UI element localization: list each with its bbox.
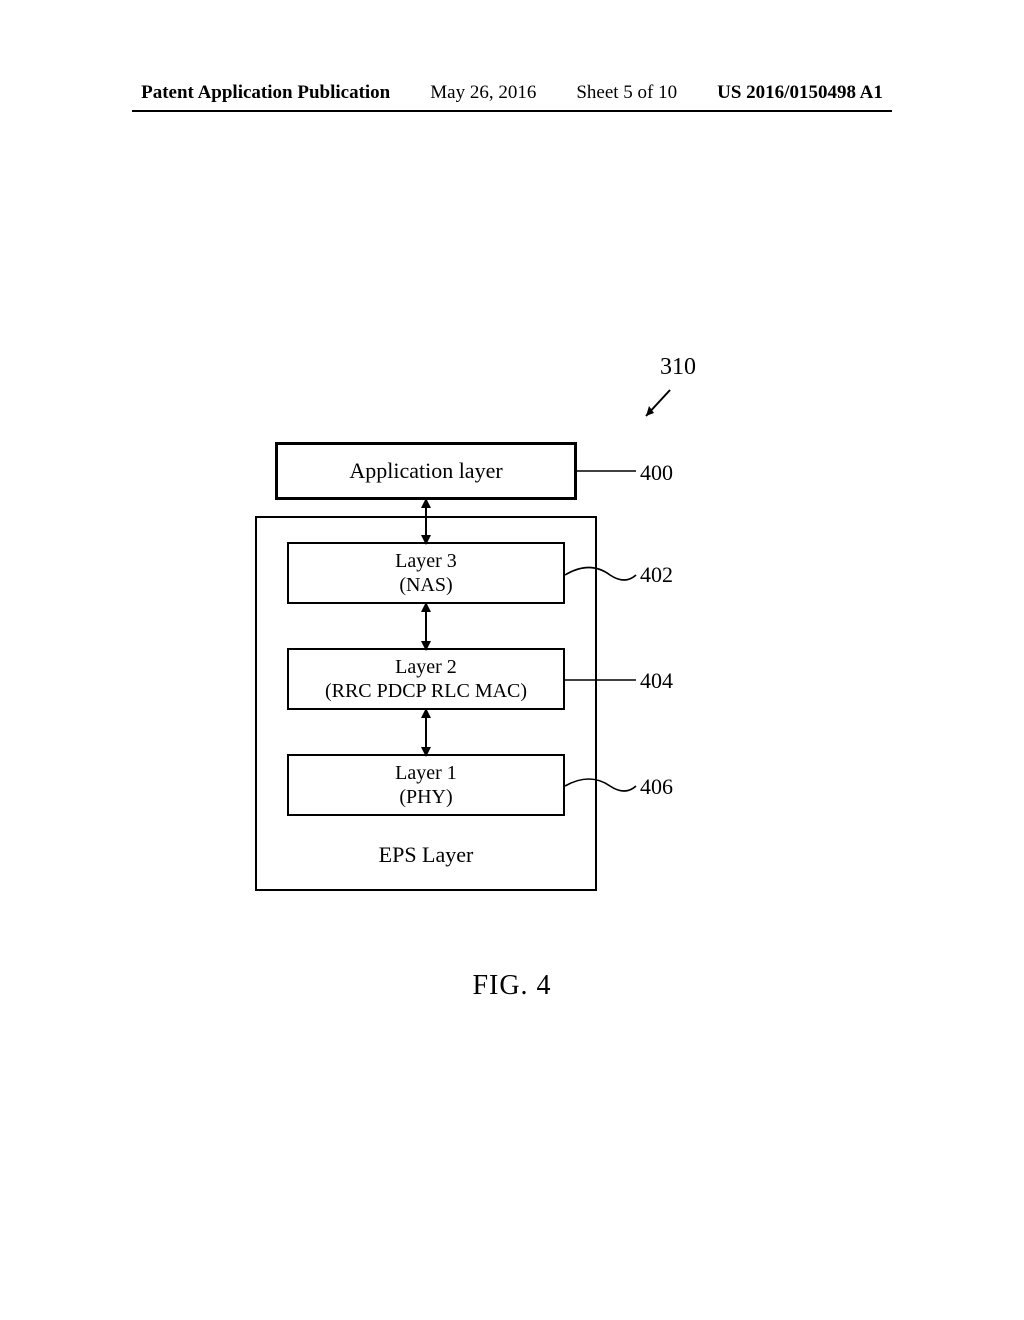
layer-2-box: Layer 2 (RRC PDCP RLC MAC) (287, 648, 565, 710)
application-layer-title: Application layer (349, 458, 502, 484)
figure-label: FIG. 4 (0, 970, 1024, 1002)
figure-4-diagram: 310 Application layer Layer 3 (NAS) Laye… (0, 0, 1024, 1320)
page: Patent Application Publication May 26, 2… (0, 0, 1024, 1320)
layer-3-title: Layer 3 (395, 549, 457, 573)
diagram-id-label: 310 (660, 354, 696, 381)
ref-label-402: 402 (640, 562, 673, 588)
ref-label-404: 404 (640, 668, 673, 694)
application-layer-box: Application layer (275, 442, 577, 500)
ref-label-406: 406 (640, 774, 673, 800)
layer-3-box: Layer 3 (NAS) (287, 542, 565, 604)
layer-3-subtitle: (NAS) (399, 573, 452, 597)
layer-1-title: Layer 1 (395, 761, 457, 785)
diagram-id-arrow (640, 388, 680, 428)
ref-label-400: 400 (640, 460, 673, 486)
layer-1-box: Layer 1 (PHY) (287, 754, 565, 816)
layer-2-title: Layer 2 (395, 655, 457, 679)
layer-2-subtitle: (RRC PDCP RLC MAC) (325, 679, 527, 703)
eps-container-label: EPS Layer (255, 842, 597, 868)
layer-1-subtitle: (PHY) (399, 785, 452, 809)
